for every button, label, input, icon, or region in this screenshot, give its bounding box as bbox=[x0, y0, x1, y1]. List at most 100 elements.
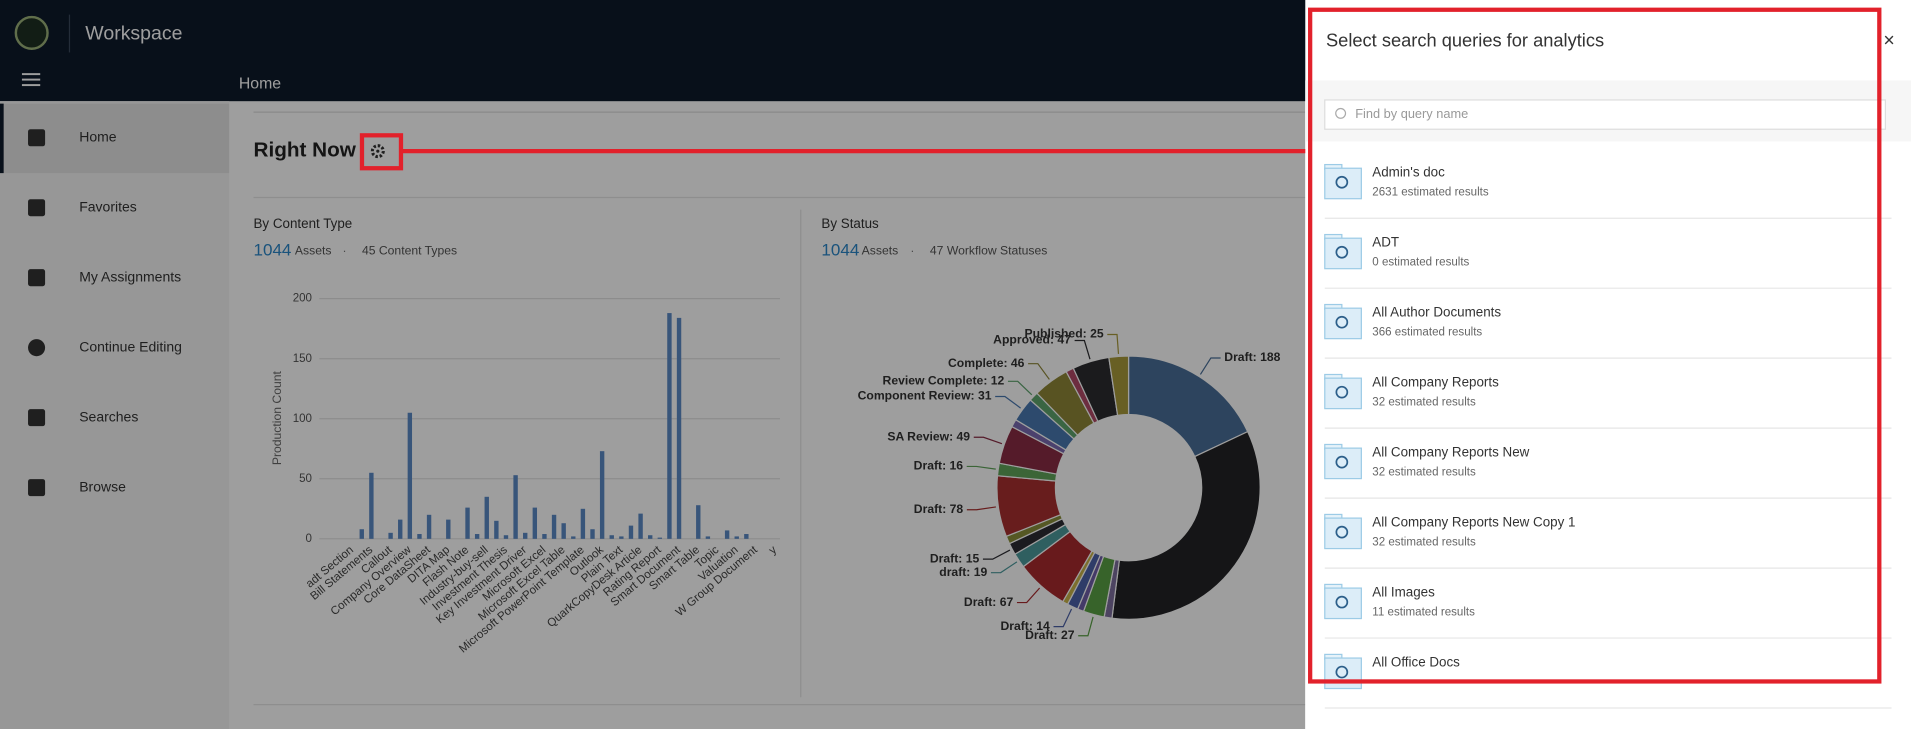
subtitle: 45 Content Types bbox=[362, 243, 457, 257]
bar bbox=[744, 534, 749, 539]
query-results: 32 estimated results bbox=[1372, 397, 1476, 409]
nav-icon bbox=[28, 199, 46, 217]
slice bbox=[1108, 355, 1130, 417]
nav-item[interactable]: Continue Editing bbox=[79, 338, 182, 354]
nav-icon bbox=[28, 129, 46, 147]
active-bar bbox=[0, 103, 4, 174]
leader-line bbox=[966, 506, 996, 511]
query-name[interactable]: All Office Docs bbox=[1372, 654, 1460, 669]
query-name[interactable]: All Company Reports New Copy 1 bbox=[1372, 515, 1575, 530]
leader-line bbox=[1016, 587, 1041, 604]
logo[interactable] bbox=[14, 15, 49, 50]
nav-item[interactable]: Searches bbox=[79, 408, 138, 424]
y-tick-label: 150 bbox=[293, 353, 312, 365]
bar bbox=[609, 535, 614, 539]
bar bbox=[696, 505, 701, 539]
query-name[interactable]: All Company Reports bbox=[1372, 375, 1499, 390]
nav-icon bbox=[28, 409, 46, 427]
y-tick-label: 200 bbox=[293, 293, 312, 305]
bar bbox=[474, 534, 480, 539]
query-icon-glass bbox=[1335, 315, 1349, 329]
section-title: Right Now bbox=[254, 139, 357, 162]
bar bbox=[619, 536, 624, 539]
leader-line bbox=[1053, 608, 1073, 628]
app-title: Workspace bbox=[85, 22, 182, 44]
bar bbox=[648, 535, 653, 539]
query-name[interactable]: ADT bbox=[1372, 235, 1399, 250]
bar bbox=[599, 451, 605, 539]
bar bbox=[484, 496, 489, 539]
overlay[interactable] bbox=[0, 0, 1306, 729]
data-label: Draft: 15 bbox=[930, 551, 980, 565]
close-button[interactable]: × bbox=[1883, 30, 1894, 52]
menu-icon[interactable] bbox=[21, 73, 41, 87]
query-icon bbox=[1324, 657, 1362, 690]
search-input[interactable] bbox=[1324, 99, 1887, 130]
query-results: 2631 estimated results bbox=[1372, 187, 1489, 199]
query-results: 0 estimated results bbox=[1372, 257, 1469, 269]
y-tick-label: 0 bbox=[306, 533, 312, 545]
bar bbox=[705, 536, 711, 539]
count: 1044 bbox=[254, 241, 292, 260]
query-results: 32 estimated results bbox=[1372, 467, 1476, 479]
nav-item[interactable]: Browse bbox=[79, 478, 126, 494]
bar bbox=[369, 472, 374, 539]
slice bbox=[1111, 430, 1261, 620]
data-label: Review Complete: 12 bbox=[883, 374, 1005, 388]
nav-item[interactable]: Home bbox=[79, 128, 117, 144]
data-label: SA Review: 49 bbox=[887, 429, 970, 443]
leader-line bbox=[1107, 333, 1120, 354]
bar bbox=[398, 519, 403, 539]
bar bbox=[513, 475, 518, 539]
query-icon-glass bbox=[1335, 175, 1349, 189]
bar bbox=[523, 532, 528, 539]
bar bbox=[676, 317, 682, 539]
nav-icon bbox=[28, 339, 46, 357]
separator: · bbox=[910, 243, 914, 257]
query-icon bbox=[1324, 167, 1362, 200]
separator: · bbox=[342, 243, 346, 257]
leader-line bbox=[973, 436, 1003, 445]
nav-icon bbox=[28, 479, 46, 497]
query-icon bbox=[1324, 377, 1362, 410]
bar bbox=[580, 508, 586, 539]
bar bbox=[417, 534, 422, 539]
breadcrumb[interactable]: Home bbox=[239, 75, 281, 92]
query-name[interactable]: All Company Reports New bbox=[1372, 445, 1529, 460]
nav-item[interactable]: My Assignments bbox=[79, 268, 181, 284]
subtitle: 47 Workflow Statuses bbox=[930, 243, 1047, 257]
bar bbox=[542, 534, 547, 539]
bar bbox=[571, 536, 576, 539]
bar bbox=[590, 529, 595, 539]
bar bbox=[657, 537, 663, 539]
gear-icon[interactable] bbox=[370, 144, 385, 159]
query-icon bbox=[1324, 447, 1362, 480]
bar bbox=[426, 514, 432, 539]
y-tick-label: 100 bbox=[293, 413, 312, 425]
bar bbox=[638, 513, 643, 539]
query-name[interactable]: Admin's doc bbox=[1372, 165, 1445, 180]
query-icon bbox=[1324, 237, 1362, 270]
bar bbox=[388, 532, 393, 539]
query-icon-glass bbox=[1335, 385, 1349, 399]
data-label: Draft: 27 bbox=[1025, 628, 1075, 642]
sidebar-items: Home Favorites My Assignments Continue Edit… bbox=[0, 103, 230, 497]
query-name[interactable]: All Images bbox=[1372, 584, 1435, 599]
annotation-box bbox=[1308, 7, 1882, 684]
count-label: Assets bbox=[862, 243, 899, 257]
panel-title: Select search queries for analytics bbox=[1326, 29, 1604, 50]
donut-chart: Draft: 188 Draft: 27Draft: 14 Draft: 67 dra… bbox=[858, 327, 1281, 642]
leader-line bbox=[1074, 339, 1091, 360]
data-label: draft: 19 bbox=[939, 565, 987, 579]
bar bbox=[503, 535, 509, 539]
y-tick-label: 50 bbox=[299, 473, 312, 485]
leader-line bbox=[1028, 363, 1050, 380]
data-label: Component Review: 31 bbox=[858, 389, 992, 403]
nav-item[interactable]: Favorites bbox=[79, 198, 137, 214]
query-name[interactable]: All Author Documents bbox=[1372, 305, 1501, 320]
bar bbox=[551, 514, 557, 539]
query-icon bbox=[1324, 307, 1362, 340]
query-icon-glass bbox=[1335, 455, 1349, 469]
bar bbox=[359, 529, 364, 539]
